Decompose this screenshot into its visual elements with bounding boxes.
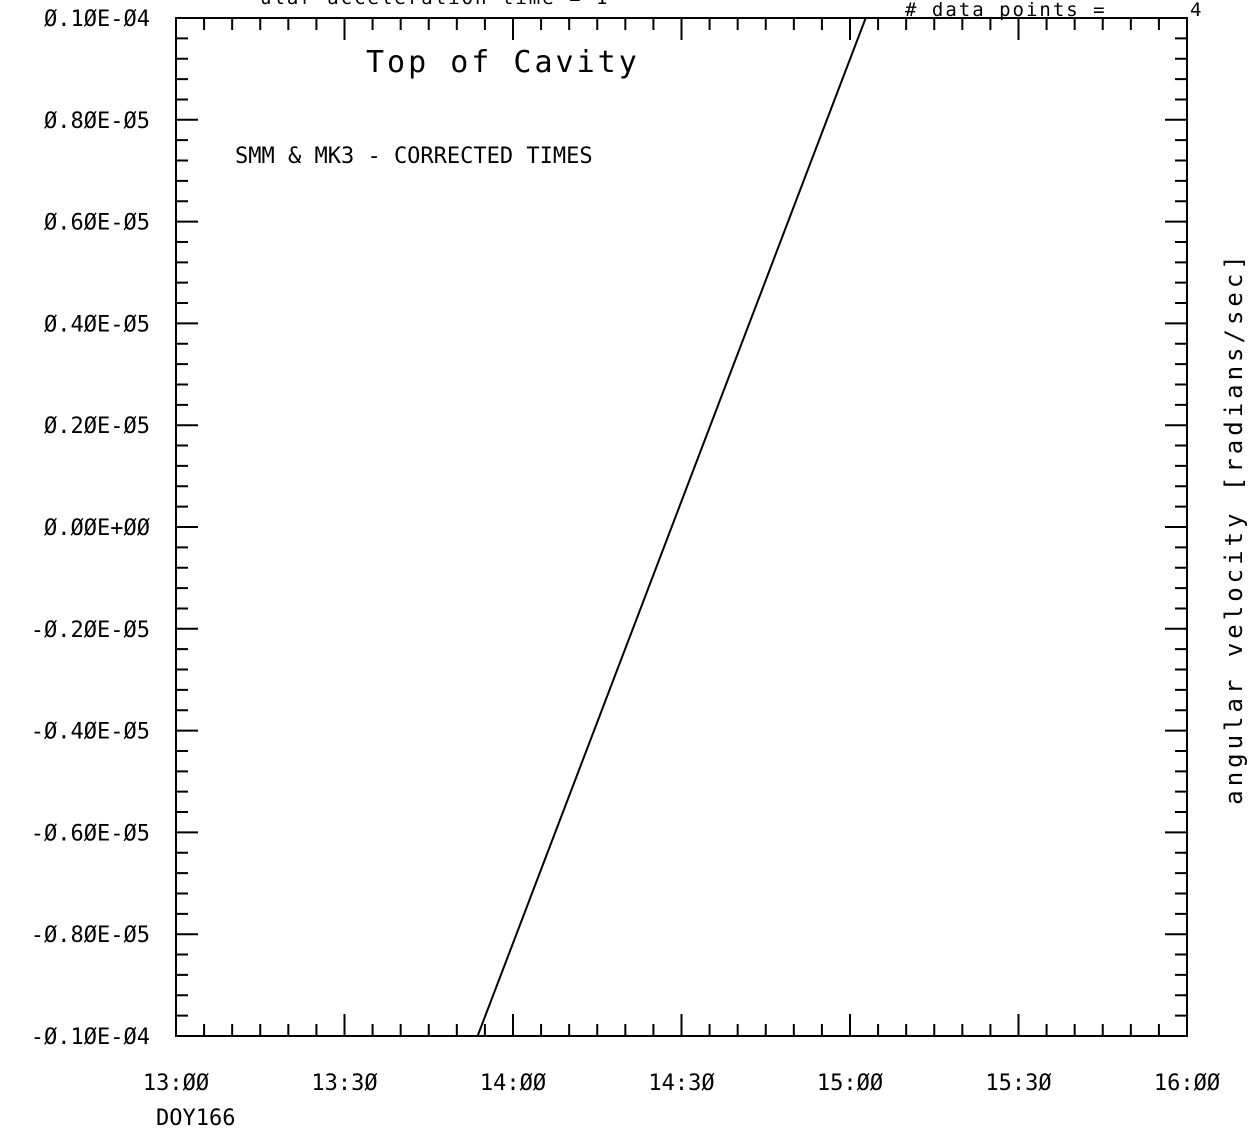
series-line [476,17,867,1037]
x-tick-label: 14:3Ø [648,1071,714,1096]
y-tick-label: Ø.6ØE-Ø5 [44,211,150,236]
y-tick-label: Ø.4ØE-Ø5 [44,312,150,337]
y-tick-labels: Ø.1ØE-Ø4 Ø.8ØE-Ø5 Ø.6ØE-Ø5 Ø.4ØE-Ø5 Ø.2ØE-Ø5… [31,7,150,1050]
x-tick-label: 14:ØØ [480,1071,546,1096]
x-tick-label: 15:ØØ [817,1071,883,1096]
x-tick-label: 13:3Ø [311,1071,377,1096]
annotation-main: Top of Cavity [366,45,640,80]
series-layer [476,17,867,1037]
plot-frame [175,17,1188,1037]
y-tick-label: Ø.8ØE-Ø5 [44,109,150,134]
x-tick-label: 13:ØØ [143,1071,209,1096]
annotation-sub: SMM & MK3 - CORRECTED TIMES [235,144,593,169]
y-tick-label: -Ø.6ØE-Ø5 [31,821,150,846]
x-tick-label: 15:3Ø [985,1071,1051,1096]
x-note: DOY166 [156,1106,235,1131]
y-tick-label: -Ø.8ØE-Ø5 [31,923,150,948]
x-tick-labels: 13:ØØ 13:3Ø 14:ØØ 14:3Ø 15:ØØ 15:3Ø 16:ØØ [143,1071,1220,1096]
y-tick-label: Ø.1ØE-Ø4 [44,7,150,32]
header-right-label: # data points = [905,0,1107,21]
y-tick-label: -Ø.2ØE-Ø5 [31,618,150,643]
y-tick-label: Ø.ØØE+ØØ [44,516,150,541]
y-tick-label: -Ø.4ØE-Ø5 [31,720,150,745]
y-tick-label: Ø.2ØE-Ø5 [44,414,150,439]
header-left: ular acceleration time = 1 [260,0,609,9]
y-axis-label: angular velocity [radians/sec] [1220,251,1248,804]
header-right-value: 4 [1190,0,1203,21]
tick-marks [175,17,1188,1037]
x-tick-label: 16:ØØ [1154,1071,1220,1096]
y-tick-label: -Ø.1ØE-Ø4 [31,1025,150,1050]
